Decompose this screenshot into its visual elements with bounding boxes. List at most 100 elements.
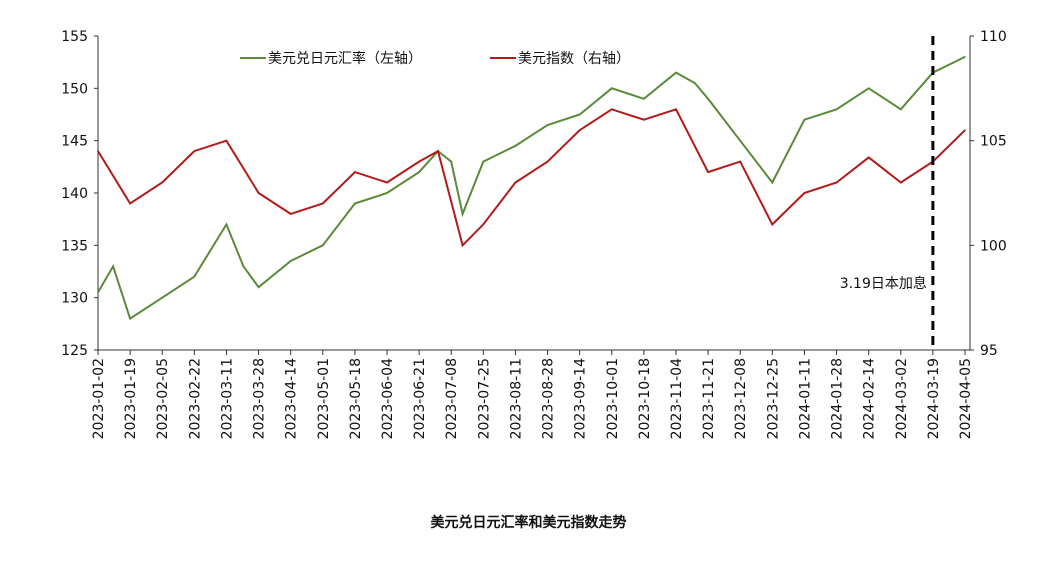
series-point: [242, 265, 245, 268]
series-point: [161, 296, 164, 299]
series-point: [97, 291, 99, 294]
series-point: [461, 244, 464, 247]
x-tick-label: 2023-07-25: [476, 358, 492, 439]
y-left-tick-label: 130: [61, 291, 88, 307]
series-point: [643, 118, 645, 121]
series-point: [161, 181, 164, 184]
series-point: [386, 181, 388, 184]
series-point: [461, 213, 464, 215]
series-point: [964, 56, 966, 58]
x-tick-label: 2023-08-28: [541, 358, 557, 439]
x-tick-label: 2024-03-19: [926, 358, 942, 439]
series-point: [437, 150, 439, 152]
y-right-tick-label: 95: [980, 343, 998, 359]
chart-svg: 125 130 135 140 145 150 155 95 100 105 110 2023-01-…: [61, 29, 1007, 439]
x-tick-label: 2024-04-05: [958, 358, 974, 439]
series-point: [450, 160, 453, 163]
series-point: [289, 260, 292, 262]
series-point: [867, 156, 870, 159]
x-tick-label: 2023-09-14: [573, 358, 589, 439]
series-point: [482, 160, 485, 163]
x-tick-label: 2023-12-25: [765, 358, 781, 439]
series-point: [482, 223, 485, 226]
x-tick-label: 2023-12-08: [733, 358, 749, 439]
series-point: [835, 181, 838, 184]
y-right-tick-label: 110: [980, 29, 1007, 45]
y-left-tick-label: 150: [61, 81, 88, 97]
y-left-tick-label: 145: [61, 134, 88, 150]
x-tick-label: 2023-06-04: [380, 358, 396, 439]
series-point: [867, 87, 870, 90]
y-left-tick-label: 135: [61, 238, 88, 254]
series-point: [289, 213, 292, 215]
y-left-tick-label: 125: [61, 343, 88, 359]
series-point: [803, 118, 806, 121]
x-tick-label: 2023-10-18: [637, 358, 653, 439]
series-point: [803, 192, 806, 194]
y-left-tick-label: 155: [61, 29, 88, 45]
y-right-tick-label: 105: [980, 134, 1007, 150]
x-tick-label: 2023-05-18: [348, 358, 364, 439]
series-point: [578, 113, 581, 116]
x-tick-label: 2023-02-22: [187, 358, 203, 439]
series-point: [707, 98, 709, 100]
x-tick-label: 2023-03-28: [252, 358, 268, 439]
series-point: [257, 192, 260, 194]
series-point: [321, 244, 324, 247]
series-point: [610, 87, 613, 90]
series-point: [257, 286, 260, 289]
series-point: [835, 108, 838, 111]
legend-label: 美元指数（右轴）: [518, 51, 630, 67]
x-tick-label: 2023-08-11: [508, 358, 524, 439]
series-point: [97, 150, 99, 152]
x-tick-label: 2023-06-21: [412, 358, 428, 439]
x-tick-label: 2024-01-11: [797, 358, 813, 439]
x-tick-label: 2023-10-01: [605, 358, 621, 439]
x-tick-label: 2023-11-21: [701, 358, 717, 439]
x-tick-label: 2023-01-02: [91, 358, 107, 439]
x-tick-label: 2023-11-04: [669, 358, 685, 439]
series-point: [899, 108, 902, 111]
series-point: [225, 223, 228, 226]
series-point: [771, 181, 774, 184]
series-point: [354, 202, 356, 205]
x-tick-label: 2024-03-02: [894, 358, 910, 439]
series-point: [578, 129, 581, 131]
y-left-tick-label: 140: [61, 186, 88, 202]
series-point: [771, 223, 774, 226]
series-point: [386, 192, 388, 194]
series-point: [354, 171, 356, 173]
series-point: [193, 150, 196, 152]
legend-label: 美元兑日元汇率（左轴）: [268, 50, 422, 67]
series-line-0: [97, 56, 966, 321]
series-point: [707, 171, 709, 173]
chart-title: 美元兑日元汇率和美元指数走势: [430, 515, 627, 531]
series-point: [643, 98, 645, 100]
series-point: [675, 108, 677, 111]
series-point: [964, 129, 966, 131]
y-right-tick-label: 100: [980, 238, 1007, 254]
series-point: [514, 145, 517, 147]
series-point: [514, 181, 517, 184]
series-point: [694, 82, 696, 84]
series-point: [418, 160, 420, 163]
series-point: [546, 160, 549, 163]
x-tick-label: 2023-03-11: [219, 358, 235, 439]
series-point: [112, 265, 114, 268]
x-tick-label: 2023-05-01: [316, 358, 332, 439]
series-line-1: [97, 108, 966, 248]
x-tick-label: 2024-02-14: [862, 358, 878, 439]
annotation-label: 3.19日本加息: [840, 275, 927, 292]
series-point: [321, 202, 324, 205]
series-point: [610, 108, 613, 111]
x-tick-label: 2023-01-19: [123, 358, 139, 439]
x-tick-label: 2023-04-14: [284, 358, 300, 439]
series-point: [225, 139, 228, 142]
x-tick-label: 2023-07-08: [444, 358, 460, 439]
series-point: [675, 71, 677, 74]
series-point: [418, 171, 420, 173]
series-point: [193, 275, 196, 278]
series-point: [899, 181, 902, 184]
series-point: [129, 202, 131, 205]
